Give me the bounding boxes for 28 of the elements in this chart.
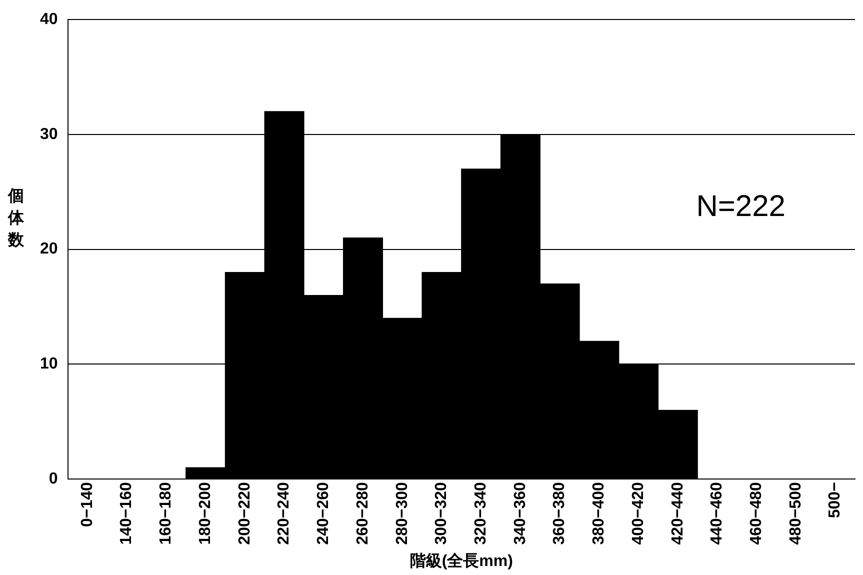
annotation: N=222 (696, 190, 786, 224)
x-tick-label: 200−220 (236, 482, 254, 545)
x-tick-label: 500− (826, 482, 844, 518)
x-tick-label: 440−460 (708, 482, 726, 545)
x-axis-title: 階級(全長mm) (410, 552, 513, 570)
x-tick-label: 360−380 (551, 482, 568, 545)
x-tick-label: 220−240 (276, 482, 293, 545)
x-tick-label: 140−160 (118, 482, 136, 545)
x-tick-label: 320−340 (472, 482, 490, 545)
x-tick-label: 340−360 (512, 482, 529, 545)
x-tick-label: 300−320 (433, 482, 450, 545)
x-tick-label: 280−300 (394, 482, 411, 545)
x-tick-label: 0−140 (78, 482, 96, 528)
x-tick-label: 240−260 (315, 482, 332, 545)
x-tick-label: 480−500 (787, 482, 804, 545)
y-axis-title: 個体数 (8, 185, 25, 251)
x-tick-label: 400−420 (630, 482, 647, 545)
x-tick-label: 460−480 (748, 482, 766, 545)
y-tick-label: 20 (40, 240, 58, 258)
x-tick-label: 180−200 (196, 482, 214, 545)
x-tick-label: 160−180 (158, 482, 175, 545)
y-tick-label: 30 (40, 126, 58, 143)
y-tick-label: 0 (48, 470, 58, 488)
x-tick-label: 380−400 (590, 482, 608, 545)
x-tick-label: 260−280 (354, 482, 372, 545)
x-tick-label: 420−440 (669, 482, 686, 545)
y-tick-label: 10 (40, 356, 58, 373)
y-tick-label: 40 (40, 11, 58, 28)
